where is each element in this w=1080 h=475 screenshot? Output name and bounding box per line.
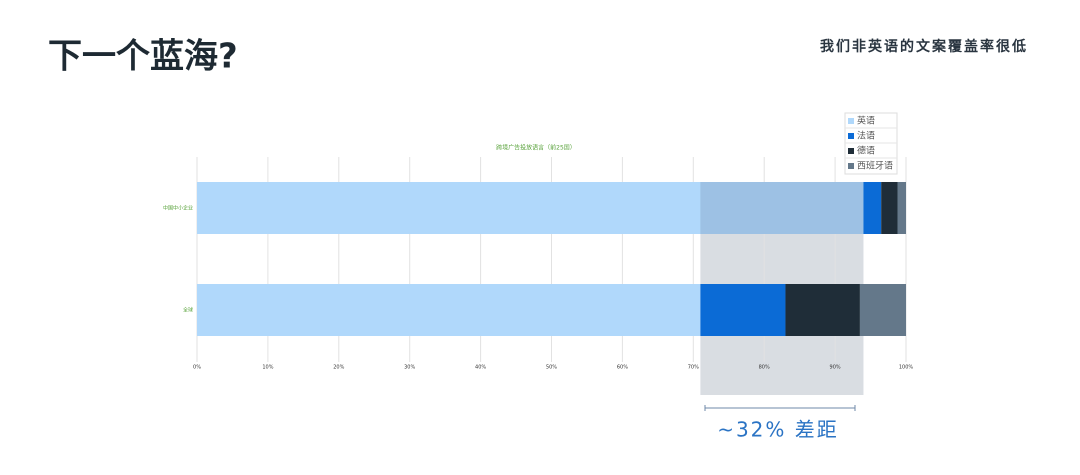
x-tick-label: 80% [759,365,770,371]
annotation: ~32% 差距 [717,418,839,442]
bar-segment [859,284,906,336]
slide-title: 下一个蓝海? [48,37,238,77]
legend-swatch [848,163,854,169]
x-tick-label: 30% [404,365,415,371]
legend-label: 法语 [857,130,875,142]
bar-segment [881,182,898,234]
bar-segment [197,182,864,234]
x-tick-label: 10% [262,365,273,371]
x-tick-label: 0% [193,365,201,371]
slide-subtitle: 我们非英语的文案覆盖率很低 [820,38,1028,55]
legend-label: 英语 [857,115,875,127]
x-tick-label: 90% [830,365,841,371]
x-tick-label: 60% [617,365,628,371]
x-tick-label: 100% [899,365,914,371]
legend-label: 德语 [857,145,875,157]
legend-label: 西班牙语 [857,160,893,172]
bar-segment [197,284,701,336]
x-tick-label: 40% [475,365,486,371]
y-tick-label: 中国中小企业 [163,205,193,212]
legend-swatch [848,148,854,154]
x-tick-label: 50% [546,365,557,371]
bar-segment [897,182,906,234]
bar-segment [700,284,786,336]
x-tick-label: 70% [688,365,699,371]
bar-segment [863,182,882,234]
legend-swatch [848,118,854,124]
bracket [704,405,856,411]
y-tick-label: 全球 [183,307,193,314]
bar-segment [785,284,860,336]
gap-overlay [700,182,864,234]
chart-title: 跨境广告投放语言（前25国） [496,144,576,152]
x-tick-label: 20% [333,365,344,371]
legend-swatch [848,133,854,139]
